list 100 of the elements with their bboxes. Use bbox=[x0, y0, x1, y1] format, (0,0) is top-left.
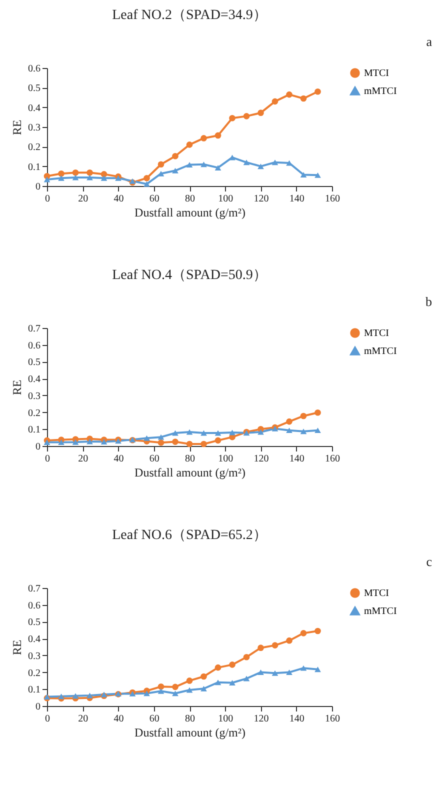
point bbox=[314, 628, 321, 634]
x-tick-label: 20 bbox=[78, 194, 88, 204]
y-tick-label: 0 bbox=[36, 702, 40, 712]
y-tick-label: 0.5 bbox=[28, 357, 40, 368]
point bbox=[286, 670, 292, 676]
point bbox=[144, 435, 150, 441]
point bbox=[300, 412, 307, 420]
x-tick-label: 140 bbox=[289, 454, 304, 464]
x-tick-label: 100 bbox=[218, 194, 234, 204]
legend-label: MTCI bbox=[364, 328, 389, 339]
point bbox=[86, 169, 93, 176]
point bbox=[186, 687, 193, 693]
x-axis-title: Dustfall amount (g/m²) bbox=[134, 206, 246, 220]
x-tick-label: 140 bbox=[289, 714, 304, 724]
x-tick-label: 120 bbox=[254, 194, 269, 204]
point bbox=[286, 418, 292, 425]
point bbox=[158, 688, 164, 694]
point bbox=[229, 430, 236, 436]
x-tick-label: 60 bbox=[149, 454, 160, 464]
x-tick-label: 160 bbox=[325, 194, 340, 204]
point bbox=[258, 429, 264, 435]
point bbox=[286, 428, 292, 434]
point bbox=[258, 110, 264, 116]
point bbox=[300, 665, 307, 671]
point bbox=[172, 690, 178, 696]
y-tick-label: 0.3 bbox=[28, 650, 40, 662]
x-tick-label: 0 bbox=[45, 714, 50, 724]
y-tick-label: 0.1 bbox=[28, 424, 40, 436]
text: a bbox=[426, 34, 432, 49]
point bbox=[272, 98, 278, 105]
point bbox=[214, 680, 222, 686]
x-axis-title: Dustfall amount (g/m²) bbox=[134, 466, 246, 480]
point bbox=[72, 439, 79, 445]
point bbox=[158, 683, 164, 690]
y-tick-label: 0.2 bbox=[28, 408, 40, 419]
y-axis-title: RE bbox=[10, 380, 24, 396]
x-tick-label: 80 bbox=[185, 454, 195, 464]
point bbox=[72, 174, 79, 180]
y-tick-label: 0.6 bbox=[28, 340, 40, 352]
point bbox=[214, 664, 222, 671]
x-tick-label: 40 bbox=[114, 454, 124, 464]
point bbox=[243, 160, 250, 166]
point bbox=[58, 170, 64, 177]
y-tick-label: 0.3 bbox=[28, 390, 40, 402]
y-tick-label: 0.1 bbox=[28, 684, 40, 696]
x-tick-label: 20 bbox=[78, 454, 88, 464]
point bbox=[158, 434, 164, 440]
y-tick-label: 0.6 bbox=[28, 600, 40, 612]
point bbox=[243, 654, 250, 660]
text: b bbox=[426, 294, 432, 309]
point bbox=[200, 440, 207, 448]
y-tick-label: 0.4 bbox=[28, 102, 40, 114]
point bbox=[300, 428, 307, 434]
point bbox=[100, 439, 108, 445]
point bbox=[229, 680, 236, 686]
point bbox=[200, 430, 207, 436]
point bbox=[286, 91, 292, 98]
point bbox=[314, 666, 321, 672]
point bbox=[144, 690, 150, 696]
legend-label: MTCI bbox=[364, 68, 389, 79]
point bbox=[186, 440, 193, 448]
point bbox=[314, 172, 321, 178]
y-axis-title: RE bbox=[10, 640, 24, 656]
point bbox=[172, 684, 178, 690]
x-tick-label: 60 bbox=[149, 194, 160, 204]
point bbox=[172, 168, 178, 174]
x-tick-label: 100 bbox=[218, 454, 234, 464]
point bbox=[229, 662, 236, 668]
point bbox=[172, 430, 178, 436]
point bbox=[300, 95, 307, 102]
point bbox=[186, 429, 193, 435]
legend-label: MTCI bbox=[364, 588, 389, 599]
x-tick-label: 0 bbox=[45, 454, 50, 464]
point bbox=[243, 113, 250, 120]
point bbox=[158, 170, 164, 176]
point bbox=[144, 174, 150, 182]
point bbox=[200, 135, 207, 142]
x-tick-label: 0 bbox=[45, 194, 50, 204]
point bbox=[314, 428, 321, 434]
point bbox=[300, 630, 307, 636]
y-tick-label: 0 bbox=[36, 182, 40, 192]
y-tick-label: 0.2 bbox=[28, 142, 40, 154]
point bbox=[86, 692, 93, 698]
point bbox=[58, 694, 64, 700]
point bbox=[314, 88, 321, 95]
point bbox=[300, 172, 307, 178]
x-tick-label: 160 bbox=[325, 714, 340, 724]
point bbox=[200, 673, 207, 680]
point bbox=[72, 169, 79, 176]
point bbox=[100, 171, 108, 178]
y-tick-label: 0.6 bbox=[28, 64, 40, 74]
x-tick-label: 20 bbox=[78, 714, 88, 724]
y-tick-label: 0.3 bbox=[28, 122, 40, 134]
text: c bbox=[426, 554, 432, 569]
legend-label: mMTCI bbox=[364, 606, 397, 617]
x-tick-label: 120 bbox=[254, 454, 269, 464]
point bbox=[229, 114, 236, 122]
x-tick-label: 40 bbox=[114, 194, 124, 204]
legend-label: mMTCI bbox=[364, 86, 397, 97]
chart-title: Leaf NO.6（SPAD=65.2） bbox=[112, 528, 267, 543]
